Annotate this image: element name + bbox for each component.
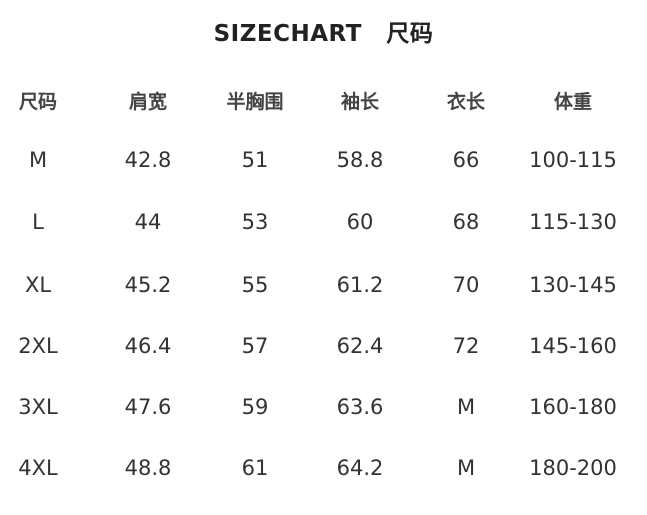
- table-cell: 66: [452, 148, 480, 172]
- table-cell: 45.2: [124, 273, 172, 297]
- table-cell: 63.6: [336, 395, 384, 419]
- table-cell: 100-115: [529, 148, 617, 172]
- table-cell: 44: [134, 210, 162, 234]
- table-cell: 48.8: [124, 456, 172, 480]
- table-cell: 72: [452, 334, 480, 358]
- table-cell: 70: [452, 273, 480, 297]
- title-chinese: 尺码: [386, 21, 434, 47]
- column-header: 肩宽: [128, 91, 167, 113]
- table-cell: 47.6: [124, 395, 172, 419]
- table-cell: 64.2: [336, 456, 384, 480]
- table-cell: 46.4: [124, 334, 172, 358]
- table-cell: 61: [241, 456, 269, 480]
- table-cell: 42.8: [124, 148, 172, 172]
- table-cell: 58.8: [336, 148, 384, 172]
- table-row: 4XL 48.8 61 64.2 M 180-200: [0, 453, 647, 483]
- table-cell: 68: [452, 210, 480, 234]
- title-english: SIZECHART: [213, 21, 362, 47]
- table-cell: 55: [241, 273, 269, 297]
- header-row: 尺码 肩宽 半胸围 袖长 衣长 体重: [0, 87, 647, 117]
- table-cell: 61.2: [336, 273, 384, 297]
- table-row: 3XL 47.6 59 63.6 M 160-180: [0, 392, 647, 422]
- table-cell: 160-180: [529, 395, 617, 419]
- table-cell: 57: [241, 334, 269, 358]
- table-cell: 115-130: [529, 210, 617, 234]
- column-header: 半胸围: [226, 91, 284, 113]
- table-cell: 4XL: [18, 456, 58, 480]
- table-cell: 59: [241, 395, 269, 419]
- table-row: M 42.8 51 58.8 66 100-115: [0, 145, 647, 175]
- chart-title: SIZECHART 尺码: [0, 14, 647, 48]
- table-cell: 2XL: [18, 334, 58, 358]
- table-cell: XL: [24, 273, 52, 297]
- table-row: XL 45.2 55 61.2 70 130-145: [0, 270, 647, 300]
- column-header: 尺码: [18, 91, 57, 113]
- table-cell: M: [456, 456, 476, 480]
- table-cell: 51: [241, 148, 269, 172]
- table-cell: 3XL: [18, 395, 58, 419]
- column-header: 体重: [553, 91, 592, 113]
- table-cell: 180-200: [529, 456, 617, 480]
- table-cell: M: [28, 148, 48, 172]
- table-cell: 145-160: [529, 334, 617, 358]
- table-cell: 60: [346, 210, 374, 234]
- table-cell: 53: [241, 210, 269, 234]
- table-cell: 130-145: [529, 273, 617, 297]
- column-header: 衣长: [446, 91, 485, 113]
- column-header: 袖长: [340, 91, 379, 113]
- table-cell: L: [32, 210, 44, 234]
- table-row: 2XL 46.4 57 62.4 72 145-160: [0, 331, 647, 361]
- table-cell: M: [456, 395, 476, 419]
- table-row: L 44 53 60 68 115-130: [0, 207, 647, 237]
- table-cell: 62.4: [336, 334, 384, 358]
